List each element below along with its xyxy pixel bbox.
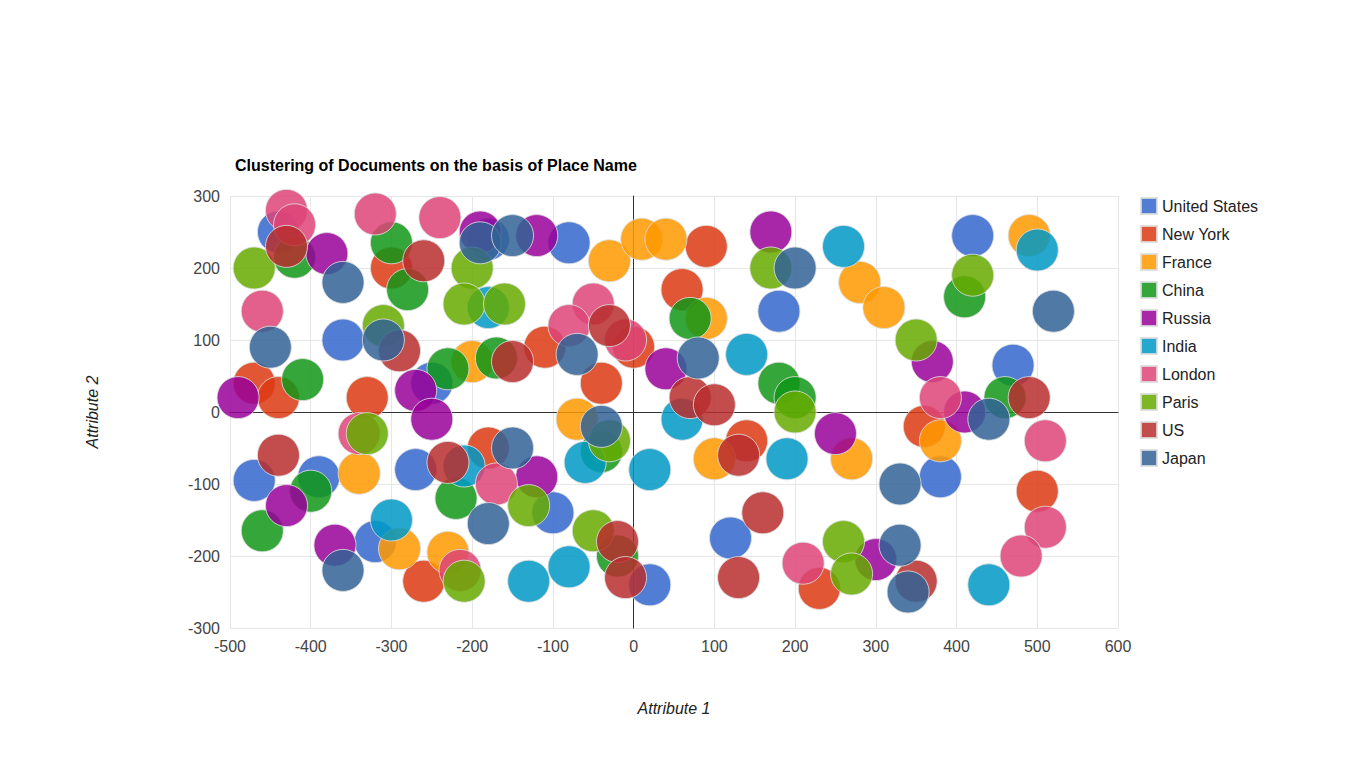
svg-text:New York: New York: [1162, 226, 1231, 243]
svg-text:-500: -500: [214, 638, 246, 655]
svg-text:-100: -100: [537, 638, 569, 655]
svg-text:-100: -100: [188, 476, 220, 493]
svg-text:Japan: Japan: [1162, 450, 1206, 467]
svg-text:0: 0: [629, 638, 638, 655]
svg-text:US: US: [1162, 422, 1184, 439]
svg-text:100: 100: [701, 638, 728, 655]
svg-text:China: China: [1162, 282, 1204, 299]
svg-text:Clustering of Documents on the: Clustering of Documents on the basis of …: [235, 157, 637, 174]
svg-text:-300: -300: [375, 638, 407, 655]
svg-text:Attribute 1: Attribute 1: [637, 700, 711, 717]
svg-text:600: 600: [1105, 638, 1132, 655]
svg-text:100: 100: [193, 332, 220, 349]
svg-text:-300: -300: [188, 620, 220, 637]
svg-text:Attribute 2: Attribute 2: [84, 375, 101, 449]
svg-text:-200: -200: [456, 638, 488, 655]
svg-text:-400: -400: [295, 638, 327, 655]
svg-text:India: India: [1162, 338, 1197, 355]
svg-text:400: 400: [943, 638, 970, 655]
svg-text:300: 300: [193, 188, 220, 205]
svg-text:0: 0: [211, 403, 220, 421]
svg-text:200: 200: [782, 638, 809, 655]
svg-text:-200: -200: [188, 548, 220, 565]
svg-text:Russia: Russia: [1162, 310, 1211, 327]
svg-text:500: 500: [1024, 638, 1051, 655]
svg-text:United States: United States: [1162, 198, 1258, 215]
svg-text:Paris: Paris: [1162, 394, 1198, 411]
svg-text:London: London: [1162, 366, 1215, 383]
svg-text:France: France: [1162, 254, 1212, 271]
svg-text:200: 200: [193, 260, 220, 277]
svg-text:300: 300: [862, 638, 889, 655]
